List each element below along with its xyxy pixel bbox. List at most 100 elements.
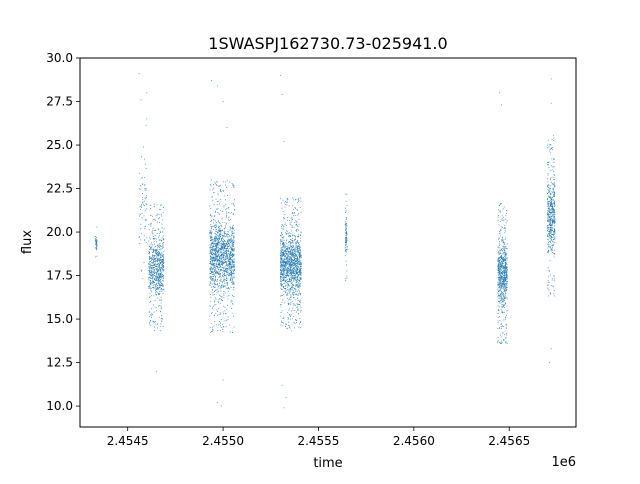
data-point [292,270,294,272]
data-point [498,316,500,318]
data-point [225,313,227,315]
data-point [153,279,155,280]
data-point [506,273,508,275]
data-point [506,268,508,270]
data-point [296,266,298,268]
data-point [505,272,507,274]
data-point [501,311,503,313]
data-point [231,260,233,262]
data-point [217,315,218,317]
data-point [288,235,290,236]
data-point [232,256,234,258]
data-point [215,211,216,213]
data-point [222,257,224,258]
data-point [290,252,292,254]
data-point [216,248,218,249]
data-point [300,278,301,280]
data-point [498,260,500,262]
data-point [214,244,216,246]
data-point [217,256,219,258]
data-point [221,260,223,262]
data-point [158,269,160,271]
data-point [290,256,292,258]
data-point [155,291,156,293]
data-point [499,247,501,249]
data-point [554,220,555,222]
data-point [281,264,283,266]
data-point [506,220,508,222]
data-point [553,229,555,231]
data-point [156,257,158,259]
data-point [297,284,298,286]
data-point [293,226,295,228]
data-point [501,104,502,106]
data-point [504,268,506,269]
data-point [503,277,505,279]
data-point [503,279,504,281]
data-point [497,305,499,307]
data-point [232,261,234,263]
data-point [297,286,298,288]
data-point [155,251,157,253]
data-point [296,282,297,283]
data-point [498,252,500,254]
data-point [158,254,160,256]
data-point [345,230,347,231]
data-point [297,258,299,260]
data-point [290,221,292,223]
data-point [281,202,282,204]
data-point [553,171,555,173]
data-point [288,260,290,262]
data-point [210,234,212,236]
data-point [553,187,555,188]
data-point [299,265,301,267]
data-point [345,280,347,281]
data-point [149,257,151,259]
data-point [232,289,234,291]
data-point [163,260,165,261]
data-point [297,242,298,244]
data-point [547,238,548,240]
data-point [504,276,505,278]
data-point [151,282,153,284]
data-point [504,258,506,259]
data-point [227,253,229,255]
data-point [145,203,147,205]
data-point [216,244,218,246]
data-point [229,275,231,276]
data-point [288,259,290,261]
data-point [500,323,502,325]
data-point [282,260,284,262]
data-point [547,220,549,221]
data-point [145,168,147,169]
data-point [209,215,211,216]
data-point [497,216,499,218]
data-point [294,235,296,237]
data-point [148,287,150,289]
data-point [548,146,550,148]
data-point [150,269,152,271]
data-point [503,245,505,247]
data-point [215,229,217,231]
data-point [211,243,212,245]
data-point [160,283,162,285]
data-point [548,227,550,229]
y-tick-label: 20.0 [46,225,73,239]
data-point [161,320,162,322]
data-point [290,279,292,281]
data-point [344,244,346,246]
data-point [152,236,154,238]
data-point [148,240,150,242]
data-point [223,206,225,208]
data-point [291,260,292,262]
data-point [294,248,296,249]
data-point [547,210,549,211]
data-point [297,300,299,301]
data-point [501,294,503,296]
data-point [150,289,152,291]
data-point [549,224,551,226]
y-tick-label: 25.0 [46,138,73,152]
data-point [152,262,154,264]
data-point [501,248,503,249]
data-point [210,229,212,231]
